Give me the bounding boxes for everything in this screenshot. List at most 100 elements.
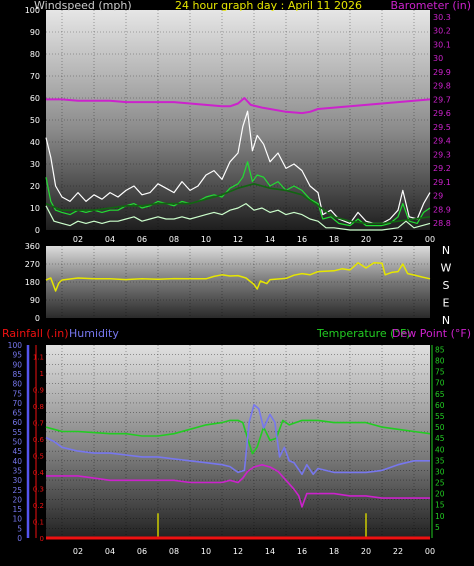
- direction-ticks: 360 270 180 90 0: [25, 242, 40, 323]
- windspeed-tick: 20: [30, 182, 40, 191]
- windspeed-tick: 70: [30, 72, 40, 81]
- humidity-tick: 45: [12, 447, 22, 456]
- barometer-tick: 29.1: [433, 178, 451, 187]
- temperature-tick: 85: [435, 345, 445, 354]
- time-tick: 04: [105, 235, 115, 244]
- low-line: [45, 203, 431, 231]
- temperature-tick: 60: [435, 401, 445, 410]
- temp-series: [45, 404, 431, 540]
- temperature-tick: 75: [435, 368, 445, 377]
- barometer-tick: 30.3: [433, 13, 451, 22]
- barometer-tick: 29.4: [433, 137, 451, 146]
- windspeed-tick: 60: [30, 94, 40, 103]
- windspeed-tick: 100: [25, 6, 40, 15]
- barometer-tick: 29.8: [433, 82, 451, 91]
- humidity-axis-label: Humidity: [69, 327, 119, 340]
- compass-letter: W: [441, 262, 452, 275]
- dewpoint-line: [46, 464, 430, 508]
- humidity-ticks: 1009590858075706560555045403530252015105…: [8, 341, 30, 543]
- time-tick: 00: [425, 235, 435, 244]
- barometer-tick: 29.9: [433, 68, 451, 77]
- barometer-tick: 29.7: [433, 95, 451, 104]
- barometer-tick: 29.3: [433, 150, 451, 159]
- time-tick: 18: [329, 547, 339, 556]
- windspeed-tick: 0: [35, 226, 40, 235]
- temperature-tick: 45: [435, 434, 445, 443]
- temperature-tick: 40: [435, 445, 445, 454]
- barometer-tick: 29.5: [433, 123, 451, 132]
- temperature-tick: 65: [435, 390, 445, 399]
- rain-ticks: 1.1 1 0.9 0.8 0.7 0.6 0.5 0.4 0.3 0.2 0.1 0: [33, 345, 45, 543]
- time-tick: 16: [297, 235, 307, 244]
- rain-tick: 0.1: [33, 519, 44, 527]
- temperature-tick: 35: [435, 456, 445, 465]
- time-tick: 00: [425, 547, 435, 556]
- humidity-tick: 10: [12, 515, 22, 524]
- barometer-tick: 30.1: [433, 40, 451, 49]
- compass-letter: N: [442, 314, 450, 327]
- humidity-tick: 25: [12, 486, 22, 495]
- temp-grid: [46, 345, 430, 538]
- temperature-tick: 80: [435, 357, 445, 366]
- temperature-tick: 20: [435, 490, 445, 499]
- rain-tick: 0: [40, 535, 44, 543]
- time-tick: 16: [297, 547, 307, 556]
- temperature-tick: 30: [435, 467, 445, 476]
- barometer-tick: 29.2: [433, 164, 451, 173]
- humidity-tick: 55: [12, 428, 22, 437]
- humidity-line: [45, 404, 430, 476]
- direction-series: [45, 262, 431, 292]
- wind-line: [45, 161, 431, 227]
- time-tick: 02: [73, 547, 83, 556]
- time-tick: 20: [361, 547, 371, 556]
- time-ticks-bottom: 02 04 06 08 10 12 14 16 18 20 22 00: [73, 547, 435, 556]
- barometer-tick: 29.6: [433, 109, 451, 118]
- compass-letter: S: [443, 279, 450, 292]
- humidity-tick: 95: [12, 351, 22, 360]
- avg-line: [45, 183, 431, 225]
- humidity-tick: 30: [12, 476, 22, 485]
- barometer-axis-label: Barometer (in): [391, 0, 472, 12]
- humidity-tick: 75: [12, 389, 22, 398]
- humidity-tick: 15: [12, 505, 22, 514]
- direction-tick: 90: [30, 296, 40, 305]
- time-tick: 10: [201, 547, 211, 556]
- humidity-tick: 0: [17, 534, 22, 543]
- humidity-tick: 60: [12, 418, 22, 427]
- gust-line: [45, 110, 431, 224]
- time-tick: 20: [361, 235, 371, 244]
- humidity-tick: 50: [12, 438, 22, 447]
- temperature-tick: 10: [435, 512, 445, 521]
- humidity-tick: 70: [12, 399, 22, 408]
- direction-grid: [46, 246, 430, 318]
- temperature-tick: 25: [435, 479, 445, 488]
- rain-tick: 0.9: [33, 387, 44, 395]
- temperature-tick: 55: [435, 412, 445, 421]
- time-ticks-top: 02 04 06 08 10 12 14 16 18 20 22 00: [73, 235, 435, 244]
- barometer-tick: 29: [433, 192, 443, 201]
- rain-tick: 1: [40, 370, 44, 378]
- rain-tick: 0.7: [33, 420, 44, 428]
- temperature-tick: 15: [435, 501, 445, 510]
- barometer-tick: 30: [433, 54, 443, 63]
- rain-tick: 0.3: [33, 486, 44, 494]
- time-tick: 06: [137, 547, 147, 556]
- humidity-tick: 100: [8, 341, 23, 350]
- humidity-tick: 80: [12, 380, 22, 389]
- windspeed-tick: 80: [30, 50, 40, 59]
- time-tick: 12: [233, 235, 243, 244]
- rain-tick: 0.2: [33, 502, 44, 510]
- temperature-tick: 70: [435, 379, 445, 388]
- humidity-tick: 35: [12, 466, 22, 475]
- time-tick: 18: [329, 235, 339, 244]
- rain-tick: 0.8: [33, 403, 44, 411]
- time-tick: 12: [233, 547, 243, 556]
- windspeed-tick: 40: [30, 138, 40, 147]
- rain-tick: 0.4: [33, 469, 45, 477]
- direction-line: [45, 262, 431, 292]
- time-tick: 14: [265, 547, 275, 556]
- humidity-tick: 20: [12, 495, 22, 504]
- temperature-ticks: 85 80 75 70 65 60 55 50 45 40 35 30 25 20 15 10 5: [431, 345, 445, 538]
